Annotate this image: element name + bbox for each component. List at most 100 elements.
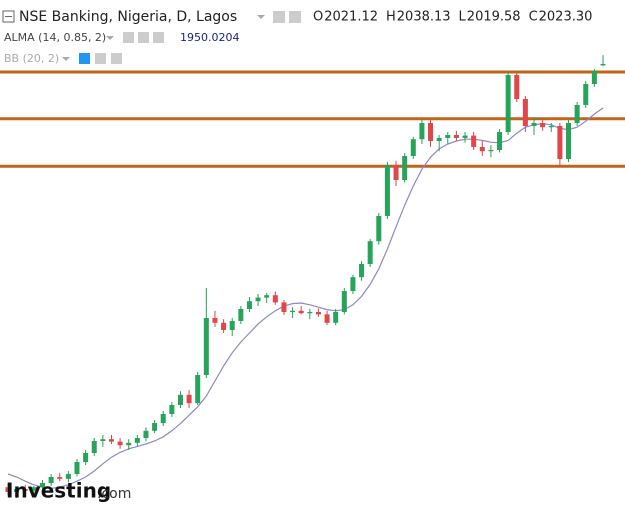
chart-title: NSE Banking, Nigeria, D, Lagos [19, 9, 237, 25]
visibility-button[interactable] [79, 53, 90, 64]
candle-body [583, 84, 589, 105]
candle-body [22, 489, 28, 491]
ohlc-value: 2023.30 [539, 10, 593, 25]
candle-body [574, 105, 580, 123]
indicator-line [7, 107, 604, 490]
candle-body [264, 295, 270, 298]
candle-body [108, 439, 114, 442]
candle-body [39, 483, 45, 488]
candle-body [453, 135, 459, 138]
candle-body [350, 277, 356, 291]
candle-body [91, 441, 97, 453]
candle-body [48, 477, 54, 483]
candle-body [514, 75, 520, 99]
candle-body [281, 302, 287, 312]
dropdown-icon[interactable] [106, 36, 114, 40]
candle-body [203, 318, 209, 375]
candle-body [600, 64, 606, 66]
candle-body [246, 301, 252, 309]
ohlc-label: O [313, 10, 323, 25]
candle-body [143, 430, 149, 438]
candle-body [14, 489, 20, 492]
candle-body [333, 312, 339, 323]
candle-body [479, 147, 485, 152]
plot-area [0, 55, 625, 498]
candle-body [410, 139, 416, 156]
candle-body [522, 99, 528, 126]
candle-body [359, 264, 365, 278]
candle-body [419, 123, 425, 140]
candle-body [324, 314, 330, 323]
ohlc-value: 2021.12 [324, 10, 378, 25]
icon-button[interactable] [153, 32, 164, 43]
candle-body [229, 321, 235, 330]
ohlc-value: 2019.58 [467, 10, 521, 25]
candle-body [195, 375, 201, 404]
candle-body [315, 312, 321, 315]
icon-button[interactable] [273, 11, 285, 23]
candle-body [74, 462, 80, 474]
candle-body [177, 394, 183, 405]
candle-body [126, 442, 132, 446]
indicator-name: ALMA (14, 0.85, 2) [4, 31, 106, 44]
icon-button[interactable] [138, 32, 149, 43]
candle-body [152, 423, 158, 431]
candle-body [212, 318, 218, 323]
ohlc-legend: O 2021.12 H 2038.13 L 2019.58 C 2023.30 [313, 10, 592, 25]
candle-body [5, 487, 11, 492]
candle-body [497, 132, 503, 150]
candle-body [255, 297, 261, 302]
candle-body [160, 414, 166, 423]
candle-body [462, 135, 468, 138]
ohlc-value: 2038.13 [397, 10, 451, 25]
candle-body [540, 123, 546, 128]
candle-body [402, 156, 408, 180]
candle-body [169, 405, 175, 414]
logo-suffix: .com [97, 486, 131, 502]
candle-body [505, 75, 511, 132]
candle-body [376, 216, 382, 242]
candle-body [393, 165, 399, 180]
candle-body [436, 138, 442, 141]
candle-body [272, 295, 278, 303]
candle-body [384, 165, 390, 216]
candle-body [83, 453, 89, 462]
candle-body [100, 439, 106, 441]
candle-body [31, 487, 37, 491]
candle-body [566, 123, 572, 159]
candle-body [445, 135, 451, 138]
candle-body [531, 123, 537, 126]
icon-button[interactable] [289, 11, 301, 23]
logo-brand: Investing [6, 479, 111, 503]
candle-body [186, 394, 192, 404]
candle-body [65, 474, 71, 479]
collapse-icon[interactable] [2, 10, 15, 23]
dropdown-icon[interactable] [62, 57, 70, 61]
candle-body [428, 123, 434, 141]
candle-body [341, 291, 347, 312]
candle-body [290, 310, 296, 312]
icon-button[interactable] [123, 32, 134, 43]
candle-body [238, 309, 244, 321]
candle-body [307, 312, 313, 314]
candle-body [221, 322, 227, 330]
icon-button[interactable] [95, 53, 106, 64]
ohlc-label: H [386, 10, 396, 25]
candle-body [298, 310, 304, 314]
indicator-name: BB (20, 2) [4, 52, 59, 65]
candle-body [57, 477, 63, 479]
candle-body [471, 135, 477, 147]
candle-body [488, 150, 494, 152]
icon-button[interactable] [111, 53, 122, 64]
dropdown-icon[interactable] [257, 15, 265, 19]
ohlc-label: L [459, 10, 467, 25]
candle-body [557, 126, 563, 159]
candle-body [117, 441, 123, 446]
candle-body [367, 241, 373, 264]
header: NSE Banking, Nigeria, D, Lagos O 2021.12 H… [2, 9, 592, 65]
indicator-value: 1950.0204 [180, 31, 240, 44]
candle-body [591, 70, 597, 84]
candle-body [134, 438, 140, 443]
candle-body [548, 126, 554, 128]
